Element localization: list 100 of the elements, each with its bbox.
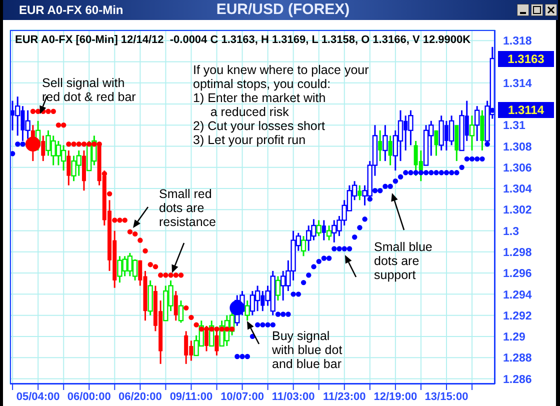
x-tick-label: 10/07:00: [220, 390, 264, 403]
point: [332, 246, 337, 252]
point: [20, 142, 26, 147]
annotation: Small blue dots are support: [374, 240, 432, 282]
point: [66, 142, 72, 147]
point: [50, 108, 56, 114]
point: [219, 326, 224, 332]
point: [178, 272, 184, 278]
point: [132, 231, 138, 237]
point: [234, 354, 240, 360]
x-tick-label: 12/19:00: [374, 390, 418, 403]
point: [388, 184, 393, 189]
x-tick-label: 05/04:00: [16, 390, 60, 403]
point: [209, 326, 214, 332]
point: [434, 170, 439, 176]
point: [163, 272, 168, 278]
y-tick-label: 1.296: [503, 268, 532, 280]
y-tick-label: 1.318: [503, 36, 532, 48]
point: [403, 170, 408, 176]
y-tick-label: 1.29: [503, 332, 526, 344]
annotation: Sell signal with red dot & red bar: [42, 76, 136, 104]
point: [61, 122, 66, 128]
point: [127, 229, 133, 234]
point: [46, 108, 51, 114]
price-tag: 1.3163: [498, 50, 554, 67]
y-tick-label: 1.286: [503, 374, 532, 386]
y-tick-label: 1.306: [503, 162, 532, 174]
point: [367, 196, 373, 202]
point: [184, 305, 189, 311]
x-tick-label: 13/15:00: [424, 390, 468, 403]
x-tick-label: 11/23:00: [322, 390, 366, 403]
point: [423, 170, 429, 176]
point: [300, 280, 306, 286]
point: [428, 170, 434, 176]
point: [480, 156, 485, 162]
point: [198, 326, 204, 332]
point: [484, 142, 490, 147]
point: [459, 164, 464, 170]
point: [280, 312, 286, 317]
point: [316, 258, 322, 264]
point: [168, 272, 174, 278]
annotation: If you knew where to place your optimal stops, you could: 1) Enter the market with a reduced risk 2) Cut your losses short 3) Let your profit run: [193, 63, 369, 147]
y-tick-label: 1.304: [503, 184, 532, 196]
point: [392, 178, 398, 184]
point: [326, 256, 332, 261]
y-tick-label: 1.288: [503, 352, 532, 365]
point: [469, 156, 475, 162]
point: [102, 171, 108, 176]
point: [71, 142, 76, 147]
point: [194, 322, 199, 328]
point: [352, 234, 358, 240]
x-tick-label: 11/03:00: [272, 390, 315, 403]
point: [30, 108, 36, 114]
point: [346, 246, 352, 252]
point: [260, 322, 266, 328]
point: [122, 218, 128, 223]
point: [81, 142, 87, 147]
x-tick-label: 06/20:00: [118, 390, 162, 403]
point: [188, 314, 194, 320]
point: [398, 174, 404, 180]
point: [444, 170, 450, 176]
y-tick-label: 1.294: [503, 289, 532, 302]
point: [290, 292, 296, 297]
point: [158, 272, 164, 278]
y-tick-label: 1.308: [503, 141, 532, 154]
point: [106, 191, 112, 196]
point: [336, 246, 342, 252]
y-tick-label: 1.302: [503, 204, 532, 217]
point: [408, 170, 414, 176]
point: [214, 326, 220, 332]
point: [275, 312, 281, 317]
point: [204, 326, 210, 332]
point: [229, 326, 235, 332]
point: [56, 122, 62, 128]
point: [474, 156, 480, 162]
point: [449, 170, 454, 176]
point: [138, 238, 143, 243]
point: [117, 218, 122, 223]
point: [378, 188, 383, 194]
point: [15, 142, 20, 147]
point: [86, 142, 92, 147]
chart-subtitle: EUR A0-FX 60-Min: [19, 3, 124, 17]
point: [173, 272, 179, 278]
point: [413, 170, 418, 176]
annotation: EUR A0-FX [60-Min] 12/14/12 -0.0004 C 1.3163, H 1.3169, L 1.3158, O 1.3166, V 12.9900K: [15, 33, 471, 47]
point: [296, 292, 302, 297]
y-tick-label: 1.292: [503, 310, 532, 322]
point: [418, 170, 424, 176]
point: [142, 248, 148, 254]
y-tick-label: 1.31: [503, 120, 526, 132]
point: [270, 322, 276, 328]
point: [152, 264, 158, 270]
point: [148, 262, 153, 268]
point: [92, 142, 97, 147]
point: [382, 184, 388, 189]
point: [240, 354, 245, 360]
y-tick-label: 1.3: [503, 226, 519, 238]
point: [76, 142, 82, 147]
point: [362, 216, 368, 222]
annotation: Small red dots are resistance: [159, 187, 216, 229]
